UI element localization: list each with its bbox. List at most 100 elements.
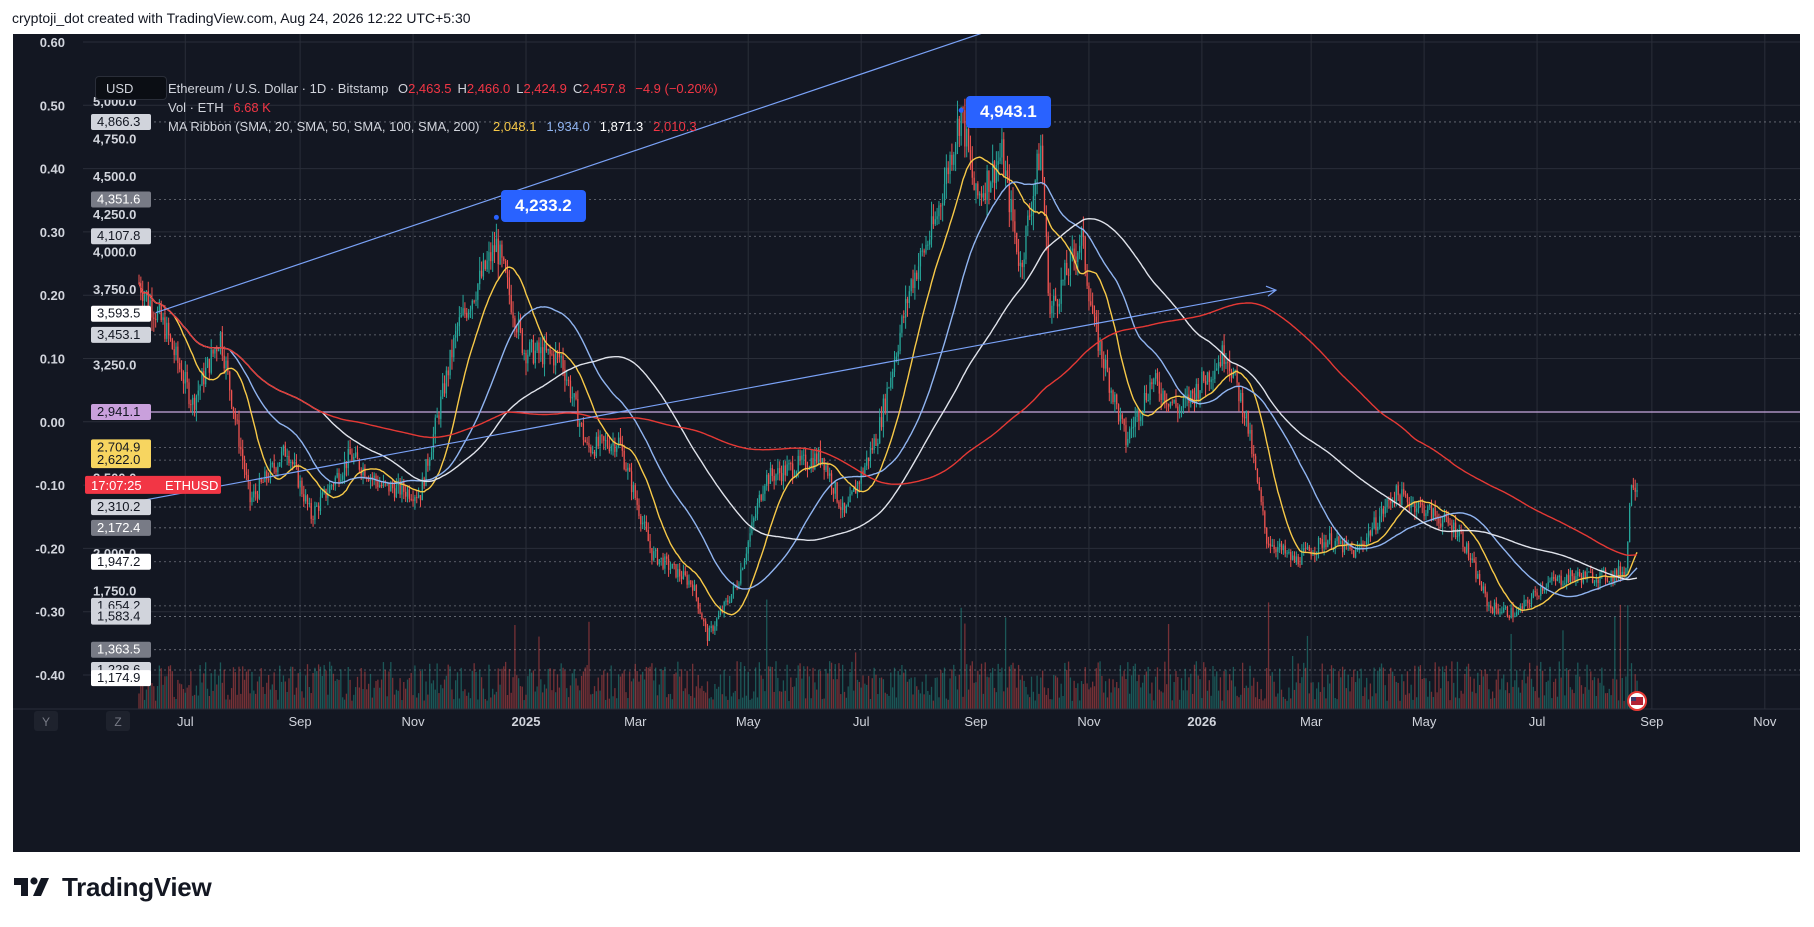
candle-body [871,447,873,450]
candle-body [517,318,520,333]
volume-bar [677,661,679,709]
candle-body [1214,370,1216,380]
candle-body [645,521,648,531]
volume-bar [879,677,881,709]
volume-bar [1249,665,1251,709]
candle-body [1140,416,1142,421]
volume-bar [582,671,585,709]
candle-body [243,460,246,472]
candle-body [782,465,785,482]
candle-body [842,502,844,510]
candle-body [664,556,666,569]
volume-bar [1140,687,1142,709]
candle-body [329,485,331,494]
candle-body [619,437,622,445]
volume-bar [454,680,457,709]
volume-bar [1119,665,1122,709]
candle-body [849,494,851,503]
volume-bar [343,699,346,709]
volume-bar [286,691,288,709]
tradingview-logo[interactable]: TradingView [14,872,212,902]
time-axis-tick-label: Jul [1529,714,1546,729]
price-scale-tick: 4,750.0 [93,131,136,146]
trendline-2[interactable] [138,289,1277,502]
price-chart[interactable]: 0.600.500.400.300.200.100.00-0.10-0.20-0… [13,34,1800,852]
candle-body [521,329,523,354]
ma-ribbon-header[interactable]: MA Ribbon (SMA, 20, SMA, 50, SMA, 100, S… [168,119,697,134]
candle-body [866,457,868,466]
volume-bar [951,669,953,709]
volume-bar [340,669,342,709]
axis-button-z[interactable]: Z [106,711,130,731]
volume-bar [1193,664,1196,709]
candle-body [188,382,190,405]
volume-bar [288,678,290,709]
candle-body [695,585,698,598]
currency-button[interactable]: USD [95,76,167,100]
candle-body [234,412,236,420]
volume-bar [277,699,279,709]
symbol-title[interactable]: Ethereum / U.S. Dollar · 1D · Bitstamp [168,81,389,96]
volume-bar [1438,666,1440,709]
volume-bar [1095,668,1097,709]
volume-bar [1188,677,1190,709]
candle-body [1019,262,1022,266]
volume-bar [784,690,786,709]
volume-bar [1016,687,1018,709]
ohlc-key-o: O [397,81,409,96]
candle-body [1082,228,1085,238]
volume-bar [614,688,616,709]
candle-body [679,569,681,577]
candle-body [1521,606,1523,610]
candle-body [332,485,335,487]
volume-indicator-header[interactable]: Vol · ETH 6.68 K [168,100,271,115]
candle-body [414,497,416,502]
candle-body [597,436,599,447]
candle-body [799,455,801,460]
volume-bar [462,691,464,709]
volume-bar [749,699,751,709]
axis-button-bg [34,711,58,731]
volume-bar [851,661,853,709]
volume-bar [658,684,660,709]
volume-bar [260,668,262,709]
volume-bar [456,672,459,709]
volume-bar [1288,687,1290,709]
callout-4233[interactable]: 4,233.2 [501,190,586,222]
candle-body [1549,580,1551,583]
candle-body [338,472,340,483]
current-price-tag[interactable]: 17:07:25 ETHUSD [85,475,221,494]
volume-bar [490,697,492,709]
volume-bar [1553,681,1555,709]
candle-body [1588,571,1590,573]
price-label-bg [91,305,151,322]
candle-body [1334,540,1336,548]
candle-body [1562,584,1564,586]
candle-body [1575,576,1577,581]
us-flag-event-icon[interactable] [1627,691,1648,711]
axis-button-y[interactable]: Y [34,711,58,731]
candle-body [403,482,405,492]
volume-bar [897,670,899,709]
volume-bar [656,695,659,709]
candle-body [525,352,527,364]
candle-body [1501,612,1503,614]
candle-body [927,244,929,246]
candle-body [1338,536,1340,545]
volume-bar [562,667,564,709]
chart-panel[interactable]: 0.60 0.50 0.40 0.30 0.20 0.10 0.00 -0.10 -0.20 -0… [13,34,1800,852]
volume-bar [1293,689,1296,709]
callout-4943[interactable]: 4,943.1 [966,96,1051,128]
time-axis-bg [13,709,1800,852]
volume-bar [382,662,385,709]
candle-body [840,507,842,510]
candle-body [642,522,644,525]
candle-body [738,583,740,589]
volume-bar [997,663,999,709]
volume-bar [1253,677,1255,709]
price-label-bg [91,670,151,687]
price-label-text: 2,941.1 [97,404,140,419]
trendline-1[interactable] [155,34,1024,314]
candle-body [458,317,460,327]
candle-body [364,467,366,478]
